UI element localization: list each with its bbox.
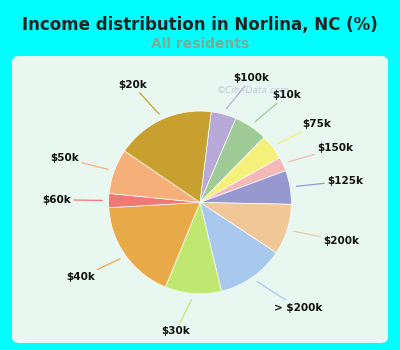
Wedge shape <box>200 118 264 202</box>
Text: > $200k: > $200k <box>257 281 322 313</box>
Text: $150k: $150k <box>289 144 353 162</box>
Text: $200k: $200k <box>293 231 359 246</box>
Wedge shape <box>200 158 286 202</box>
Wedge shape <box>166 202 222 294</box>
Text: $75k: $75k <box>278 119 331 144</box>
Wedge shape <box>124 111 211 202</box>
Text: $10k: $10k <box>255 90 300 122</box>
Text: $100k: $100k <box>226 73 270 108</box>
Wedge shape <box>200 171 291 204</box>
Text: $60k: $60k <box>42 195 102 205</box>
Wedge shape <box>200 112 236 202</box>
Text: ©City-Data.com: ©City-Data.com <box>217 86 290 95</box>
Text: Income distribution in Norlina, NC (%): Income distribution in Norlina, NC (%) <box>22 16 378 34</box>
Wedge shape <box>109 194 200 208</box>
Wedge shape <box>109 202 200 287</box>
FancyBboxPatch shape <box>12 56 388 343</box>
Text: $30k: $30k <box>162 300 192 336</box>
Wedge shape <box>200 138 280 202</box>
Text: $50k: $50k <box>50 153 108 169</box>
Text: $40k: $40k <box>66 259 120 282</box>
Wedge shape <box>200 202 276 291</box>
Text: $125k: $125k <box>296 176 363 186</box>
Wedge shape <box>109 151 200 202</box>
Text: All residents: All residents <box>151 37 249 51</box>
Text: $20k: $20k <box>118 80 159 114</box>
Wedge shape <box>200 202 291 253</box>
